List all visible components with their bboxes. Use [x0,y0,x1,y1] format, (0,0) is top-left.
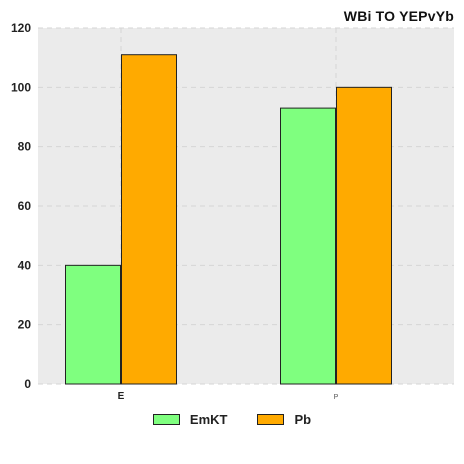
legend: EmKT Pb [0,412,464,427]
y-tick-label: 0 [24,377,31,391]
y-tick-label: 80 [18,140,32,154]
bar-emkt-p [280,107,336,385]
x-tick-label: E [118,391,125,402]
y-tick-label: 120 [11,21,31,35]
legend-item-emkt: EmKT [152,412,228,427]
y-tick-label: 20 [18,318,32,332]
y-tick-label: 60 [18,199,32,213]
bar-pb-e [121,54,177,385]
legend-swatch-pb [257,414,285,425]
y-tick-label: 100 [11,80,31,94]
x-tick-label: P [334,394,339,401]
legend-item-pb: Pb [257,412,311,427]
bar-pb-p [336,86,392,385]
bars [65,54,392,385]
chart-title: WBi TO YEPvYb [343,8,454,24]
legend-label-emkt: EmKT [189,412,228,427]
legend-swatch-emkt [152,414,180,425]
axis-labels: 0 20 40 60 80 100 120 E P [11,21,339,402]
legend-label-pb: Pb [294,412,312,427]
bar-emkt-e [65,264,121,385]
y-tick-label: 40 [18,258,32,272]
